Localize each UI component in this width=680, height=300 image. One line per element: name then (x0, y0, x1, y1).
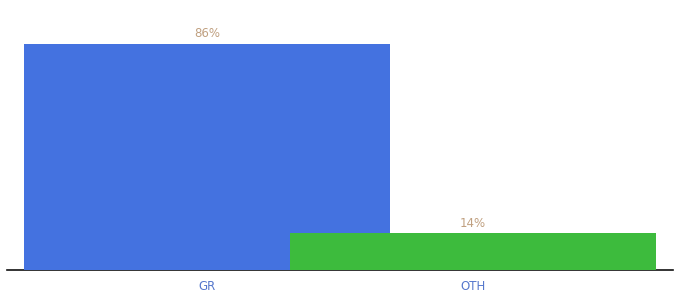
Bar (290, 233, 656, 270)
Bar (24, 44, 390, 270)
Text: 86%: 86% (194, 27, 220, 40)
Text: 14%: 14% (460, 217, 486, 230)
